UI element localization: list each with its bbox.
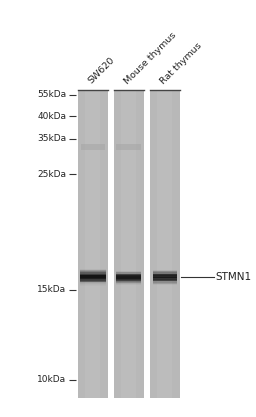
- Bar: [116, 277, 141, 278]
- Bar: [116, 271, 141, 272]
- Bar: [80, 273, 106, 274]
- Bar: [80, 275, 106, 276]
- Text: STMN1: STMN1: [215, 272, 251, 282]
- Text: 10kDa: 10kDa: [37, 375, 67, 384]
- Bar: [153, 274, 177, 276]
- Bar: [153, 278, 177, 279]
- Text: SW620: SW620: [87, 56, 116, 86]
- Bar: [116, 281, 141, 282]
- Bar: [80, 280, 106, 281]
- Bar: [153, 271, 177, 272]
- Bar: [116, 277, 141, 279]
- Bar: [153, 283, 177, 284]
- Bar: [76, 90, 211, 397]
- Text: Mouse thymus: Mouse thymus: [122, 30, 178, 86]
- Bar: [153, 274, 177, 275]
- Bar: [153, 271, 177, 273]
- Bar: [116, 282, 141, 283]
- Bar: [116, 279, 141, 280]
- Text: 25kDa: 25kDa: [38, 170, 67, 179]
- Bar: [80, 274, 106, 276]
- Text: 15kDa: 15kDa: [37, 285, 67, 294]
- Bar: [80, 271, 106, 272]
- Bar: [76, 90, 78, 397]
- Bar: [116, 274, 141, 275]
- Bar: [153, 282, 177, 284]
- Bar: [153, 284, 177, 285]
- Bar: [153, 279, 177, 280]
- Bar: [80, 269, 106, 270]
- Text: 35kDa: 35kDa: [37, 134, 67, 143]
- Bar: [153, 275, 177, 276]
- Bar: [153, 281, 177, 282]
- Bar: [153, 273, 177, 274]
- Bar: [80, 283, 106, 284]
- Bar: [116, 276, 141, 277]
- Bar: [114, 90, 144, 397]
- Bar: [157, 90, 172, 397]
- Bar: [116, 283, 141, 284]
- Bar: [80, 274, 106, 275]
- Bar: [153, 276, 177, 278]
- Bar: [80, 270, 106, 271]
- Bar: [85, 90, 100, 397]
- Bar: [116, 273, 141, 274]
- Bar: [80, 279, 106, 280]
- Bar: [116, 271, 141, 273]
- Bar: [80, 277, 106, 278]
- Bar: [80, 282, 106, 283]
- Bar: [153, 270, 177, 271]
- Bar: [80, 284, 106, 285]
- Bar: [108, 90, 114, 397]
- Bar: [153, 276, 177, 277]
- Bar: [116, 144, 141, 150]
- Bar: [153, 281, 177, 283]
- Bar: [80, 272, 106, 273]
- Bar: [116, 275, 141, 276]
- Text: 40kDa: 40kDa: [38, 112, 67, 121]
- Bar: [121, 90, 136, 397]
- Bar: [78, 90, 108, 397]
- Bar: [80, 278, 106, 279]
- Bar: [80, 281, 106, 282]
- Text: 55kDa: 55kDa: [37, 90, 67, 99]
- Bar: [80, 276, 106, 277]
- Bar: [153, 277, 177, 279]
- Bar: [81, 144, 105, 150]
- Text: Rat thymus: Rat thymus: [158, 41, 203, 86]
- Bar: [116, 272, 141, 273]
- Bar: [116, 280, 141, 281]
- Bar: [144, 90, 150, 397]
- Bar: [153, 272, 177, 273]
- Bar: [80, 279, 106, 281]
- Bar: [150, 90, 180, 397]
- Bar: [80, 284, 106, 286]
- Bar: [116, 281, 141, 283]
- Bar: [116, 278, 141, 279]
- Bar: [116, 279, 141, 281]
- Bar: [153, 280, 177, 281]
- Bar: [153, 279, 177, 281]
- Bar: [180, 90, 211, 397]
